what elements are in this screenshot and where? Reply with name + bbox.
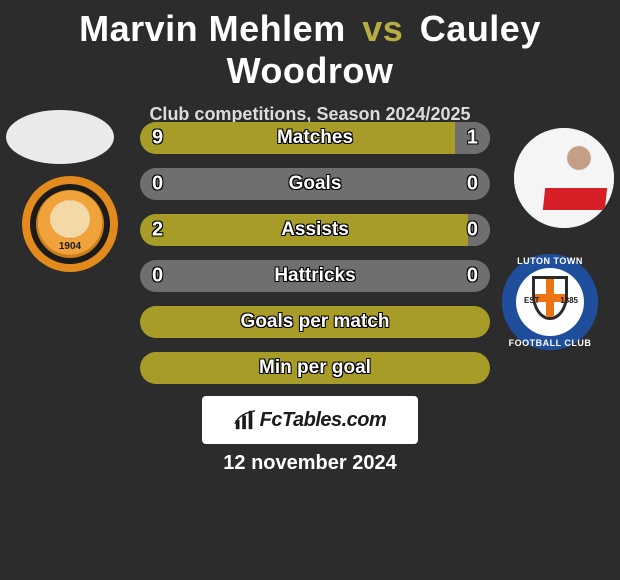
bar-assists: 20Assists xyxy=(140,214,490,246)
bar-mpg: Min per goal xyxy=(140,352,490,384)
bar-assists-left-value: 2 xyxy=(152,219,163,242)
crest-right-bottom: FOOTBALL CLUB xyxy=(502,338,598,348)
comparison-card: Marvin Mehlem vs Cauley Woodrow Club com… xyxy=(0,0,620,580)
player2-avatar xyxy=(514,128,614,228)
player1-avatar xyxy=(6,110,114,164)
player2-club-crest: LUTON TOWN EST 1885 FOOTBALL CLUB xyxy=(502,254,598,350)
bar-goals: 00Goals xyxy=(140,168,490,200)
brand-badge: FcTables.com xyxy=(202,396,418,444)
bar-assists-right-value: 0 xyxy=(467,219,478,242)
brand-logo-icon xyxy=(234,409,256,431)
bar-gpm: Goals per match xyxy=(140,306,490,338)
bar-goals-left-value: 0 xyxy=(152,173,163,196)
brand-text: FcTables.com xyxy=(260,409,387,432)
bar-matches: 91Matches xyxy=(140,122,490,154)
bar-matches-left-value: 9 xyxy=(152,127,163,150)
crest-right-year: 1885 xyxy=(560,296,578,305)
crest-right-top: LUTON TOWN xyxy=(502,256,598,266)
title-player1: Marvin Mehlem xyxy=(79,8,346,49)
crest-right-est: EST xyxy=(524,296,540,305)
bar-goals-right-value: 0 xyxy=(467,173,478,196)
crest-left-year: 1904 xyxy=(22,241,118,252)
bar-hattricks-left-value: 0 xyxy=(152,265,163,288)
bar-matches-right-value: 1 xyxy=(467,127,478,150)
page-title: Marvin Mehlem vs Cauley Woodrow xyxy=(0,0,620,92)
bar-hattricks: 00Hattricks xyxy=(140,260,490,292)
comparison-bars: 91Matches00Goals20Assists00HattricksGoal… xyxy=(140,122,490,398)
player1-club-crest: 1904 xyxy=(22,176,118,272)
title-vs: vs xyxy=(362,8,403,49)
date-footer: 12 november 2024 xyxy=(0,452,620,475)
bar-hattricks-right-value: 0 xyxy=(467,265,478,288)
